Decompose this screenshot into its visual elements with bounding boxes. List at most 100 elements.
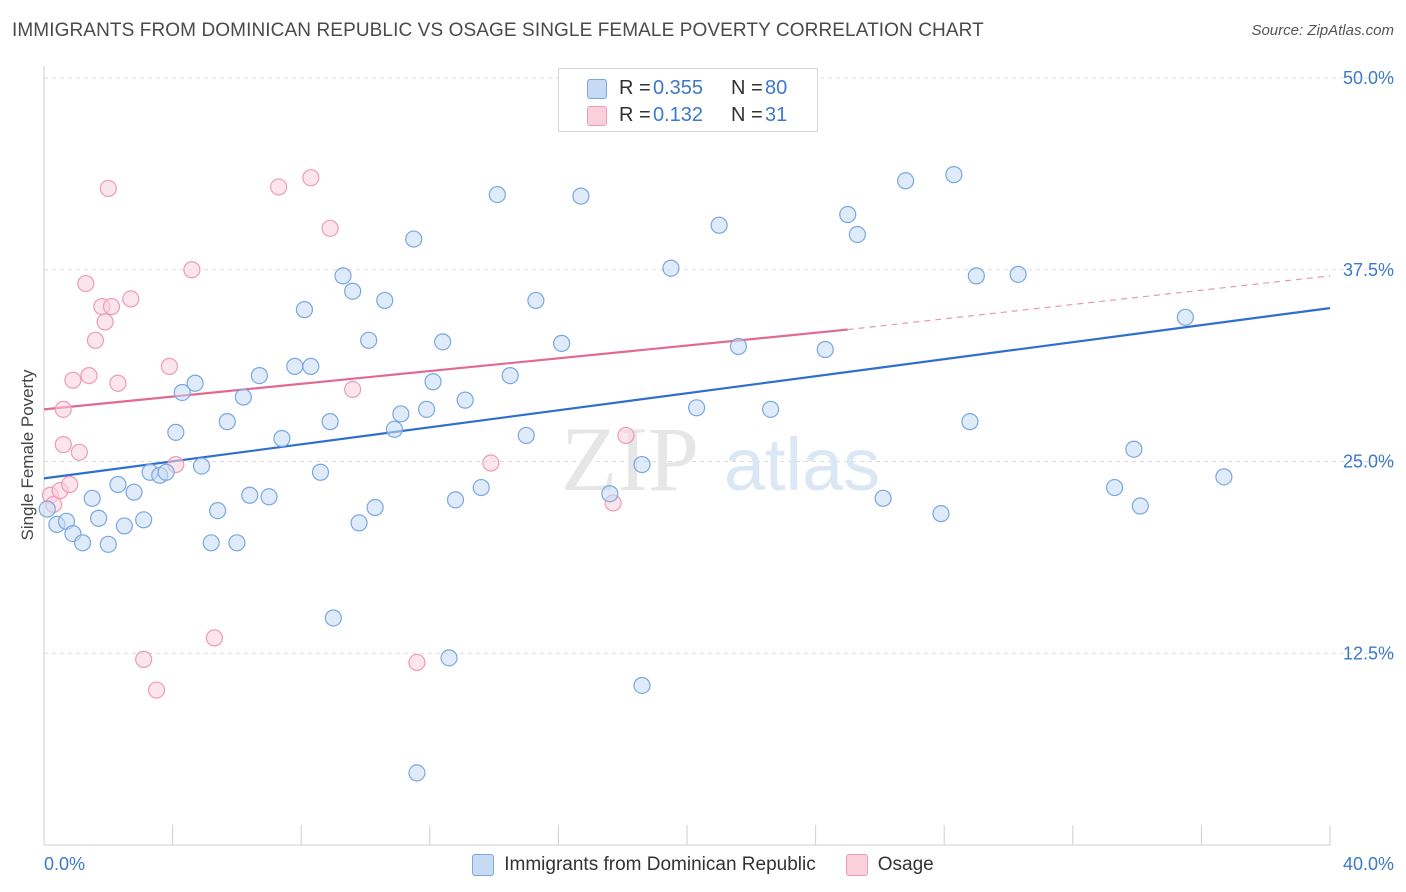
data-point	[54, 400, 72, 418]
series-dominican	[38, 166, 1233, 782]
data-point	[218, 413, 236, 431]
data-point	[96, 313, 114, 331]
r-value: 0.132	[653, 104, 704, 126]
data-point	[135, 511, 153, 529]
data-point	[633, 455, 651, 474]
data-point	[1131, 497, 1149, 515]
data-point	[440, 649, 458, 667]
chart-title: IMMIGRANTS FROM DOMINICAN REPUBLIC VS OS…	[12, 20, 984, 41]
y-axis-label: Single Female Poverty	[18, 369, 37, 541]
x-tick-label: 0.0%	[44, 854, 85, 874]
data-point	[286, 357, 304, 375]
data-point	[183, 261, 201, 279]
y-tick-label: 37.5%	[1343, 260, 1394, 280]
data-point	[234, 388, 252, 406]
data-point	[61, 475, 79, 494]
x-tick-label: 40.0%	[1343, 854, 1394, 874]
data-point	[839, 205, 857, 224]
tick-labels: 12.5% 25.0% 37.5% 50.0% 0.0% 40.0%	[44, 68, 1394, 874]
n-value: 80	[765, 77, 788, 99]
data-point	[70, 443, 88, 461]
stat-swatch-dominican	[587, 79, 607, 99]
data-point	[99, 179, 117, 198]
data-point	[122, 290, 140, 308]
y-tick-label: 12.5%	[1343, 643, 1394, 663]
data-point	[729, 337, 748, 356]
data-point	[202, 534, 220, 552]
data-point	[405, 230, 423, 248]
watermark-atlas: atlas	[724, 423, 880, 506]
data-point	[1215, 468, 1233, 486]
data-points	[38, 166, 1233, 782]
data-point	[270, 178, 288, 196]
data-point	[321, 413, 339, 431]
data-point	[73, 534, 92, 552]
data-point	[1105, 478, 1124, 497]
data-point	[392, 405, 410, 423]
stat-swatch-osage	[587, 106, 607, 126]
data-point	[109, 475, 127, 494]
data-point	[115, 517, 133, 535]
data-point	[302, 169, 320, 187]
data-point	[527, 291, 545, 310]
legend-label-osage: Osage	[877, 854, 934, 875]
watermark-zip: ZIP	[561, 408, 699, 510]
data-point	[488, 185, 506, 204]
data-point	[302, 357, 320, 375]
data-point	[344, 282, 362, 300]
data-point	[324, 609, 342, 627]
data-point	[897, 172, 915, 190]
data-point	[816, 340, 834, 359]
n-label: N =	[731, 77, 763, 99]
data-point	[64, 371, 82, 389]
data-point	[167, 423, 185, 441]
data-point	[157, 463, 175, 481]
data-point	[482, 454, 500, 472]
data-point	[633, 676, 651, 695]
data-point	[334, 267, 352, 285]
y-tick-label: 25.0%	[1343, 452, 1394, 472]
data-point	[517, 426, 535, 445]
data-point	[446, 491, 465, 509]
legend-item-dominican[interactable]: Immigrants from Dominican Republic	[472, 854, 816, 876]
data-point	[874, 489, 892, 507]
data-point	[376, 291, 394, 310]
data-point	[80, 366, 98, 385]
data-point	[366, 498, 384, 517]
chart-legend: Immigrants from Dominican Republic Osage	[0, 852, 1406, 878]
data-point	[945, 166, 963, 184]
data-point	[250, 366, 269, 385]
n-label: N =	[731, 104, 763, 126]
data-point	[344, 380, 362, 399]
data-point	[209, 501, 227, 520]
data-point	[77, 274, 95, 293]
axes	[43, 66, 1331, 846]
stat-row-dominican: R = 0.355 N = 80	[559, 75, 817, 101]
data-point	[1009, 265, 1027, 283]
data-point	[173, 383, 191, 402]
legend-label-dominican: Immigrants from Dominican Republic	[504, 854, 816, 875]
r-label: R =	[619, 77, 651, 99]
data-point	[99, 535, 117, 553]
data-point	[408, 653, 426, 672]
data-point	[761, 400, 780, 418]
r-value: 0.355	[653, 77, 704, 99]
data-point	[417, 400, 436, 418]
y-tick-label: 50.0%	[1343, 68, 1394, 88]
data-point	[408, 764, 426, 782]
data-point	[125, 483, 143, 501]
stat-row-osage: R = 0.132 N = 31	[559, 102, 817, 128]
source-credit: Source: ZipAtlas.com	[1251, 22, 1394, 39]
data-point	[848, 225, 866, 244]
data-point	[273, 429, 291, 448]
data-point	[1176, 308, 1194, 326]
grid-lines	[44, 77, 1392, 654]
data-point	[147, 681, 166, 699]
data-point	[967, 267, 985, 285]
data-point	[54, 436, 72, 454]
data-point	[434, 333, 452, 351]
legend-swatch-osage	[845, 854, 868, 876]
trend-line-dominican	[43, 307, 1331, 480]
legend-item-osage[interactable]: Osage	[845, 854, 934, 876]
